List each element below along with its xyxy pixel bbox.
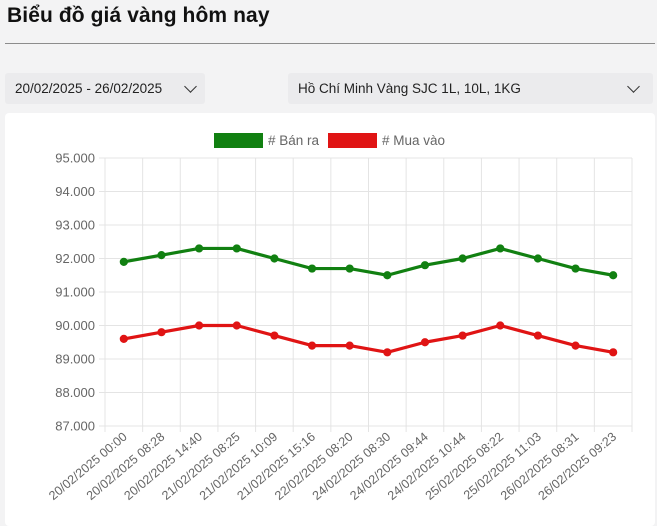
data-point <box>157 328 166 337</box>
data-point <box>383 271 392 280</box>
legend-label: # Mua vào <box>382 133 445 148</box>
y-tick-label: 95.000 <box>55 151 95 166</box>
data-point <box>345 264 354 273</box>
series-line-0 <box>123 246 614 277</box>
y-tick-label: 92.000 <box>55 251 95 266</box>
data-point <box>195 244 204 253</box>
gold-type-value: Hồ Chí Minh Vàng SJC 1L, 10L, 1KG <box>298 81 521 96</box>
y-tick-label: 93.000 <box>55 218 95 233</box>
date-range-value: 20/02/2025 - 26/02/2025 <box>15 81 163 96</box>
data-point <box>232 321 241 330</box>
chevron-down-icon <box>627 80 640 93</box>
chart-card: 95.000 94.000 93.000 92.000 91.000 90.000 89.0… <box>5 113 655 526</box>
data-point <box>345 341 354 350</box>
data-point <box>571 341 580 350</box>
data-point <box>533 331 542 340</box>
data-point <box>270 254 279 263</box>
page-title: Biểu đồ giá vàng hôm nay <box>7 4 270 27</box>
data-point <box>458 254 467 263</box>
data-point <box>307 341 317 350</box>
data-point <box>119 257 128 266</box>
y-tick-label: 87.000 <box>55 419 95 434</box>
data-point <box>383 348 392 357</box>
data-point <box>157 251 166 260</box>
data-point <box>195 321 204 330</box>
legend-swatch <box>214 133 263 148</box>
y-tick-label: 91.000 <box>55 285 95 300</box>
data-point <box>609 271 618 280</box>
data-point <box>270 331 279 340</box>
data-point <box>609 348 618 357</box>
gold-type-select[interactable]: Hồ Chí Minh Vàng SJC 1L, 10L, 1KG <box>288 73 653 104</box>
data-point <box>232 244 241 253</box>
data-point <box>119 334 128 343</box>
y-tick-label: 90.000 <box>55 318 95 333</box>
data-point <box>571 264 580 273</box>
legend-label: # Bán ra <box>268 133 320 148</box>
data-point <box>420 261 430 270</box>
series-line-1 <box>123 323 614 354</box>
data-point <box>533 254 542 263</box>
data-point <box>458 331 467 340</box>
legend-swatch <box>328 133 377 148</box>
data-point <box>496 321 505 330</box>
gold-price-chart: 95.000 94.000 93.000 92.000 91.000 90.000 89.0… <box>46 133 633 503</box>
y-tick-label: 88.000 <box>55 385 95 400</box>
data-point <box>496 244 505 253</box>
y-tick-label: 94.000 <box>55 184 95 199</box>
chevron-down-icon <box>184 80 197 93</box>
y-tick-label: 89.000 <box>55 352 95 367</box>
date-range-select[interactable]: 20/02/2025 - 26/02/2025 <box>5 73 205 104</box>
title-divider <box>5 43 655 44</box>
data-point <box>307 264 317 273</box>
data-point <box>420 338 430 347</box>
